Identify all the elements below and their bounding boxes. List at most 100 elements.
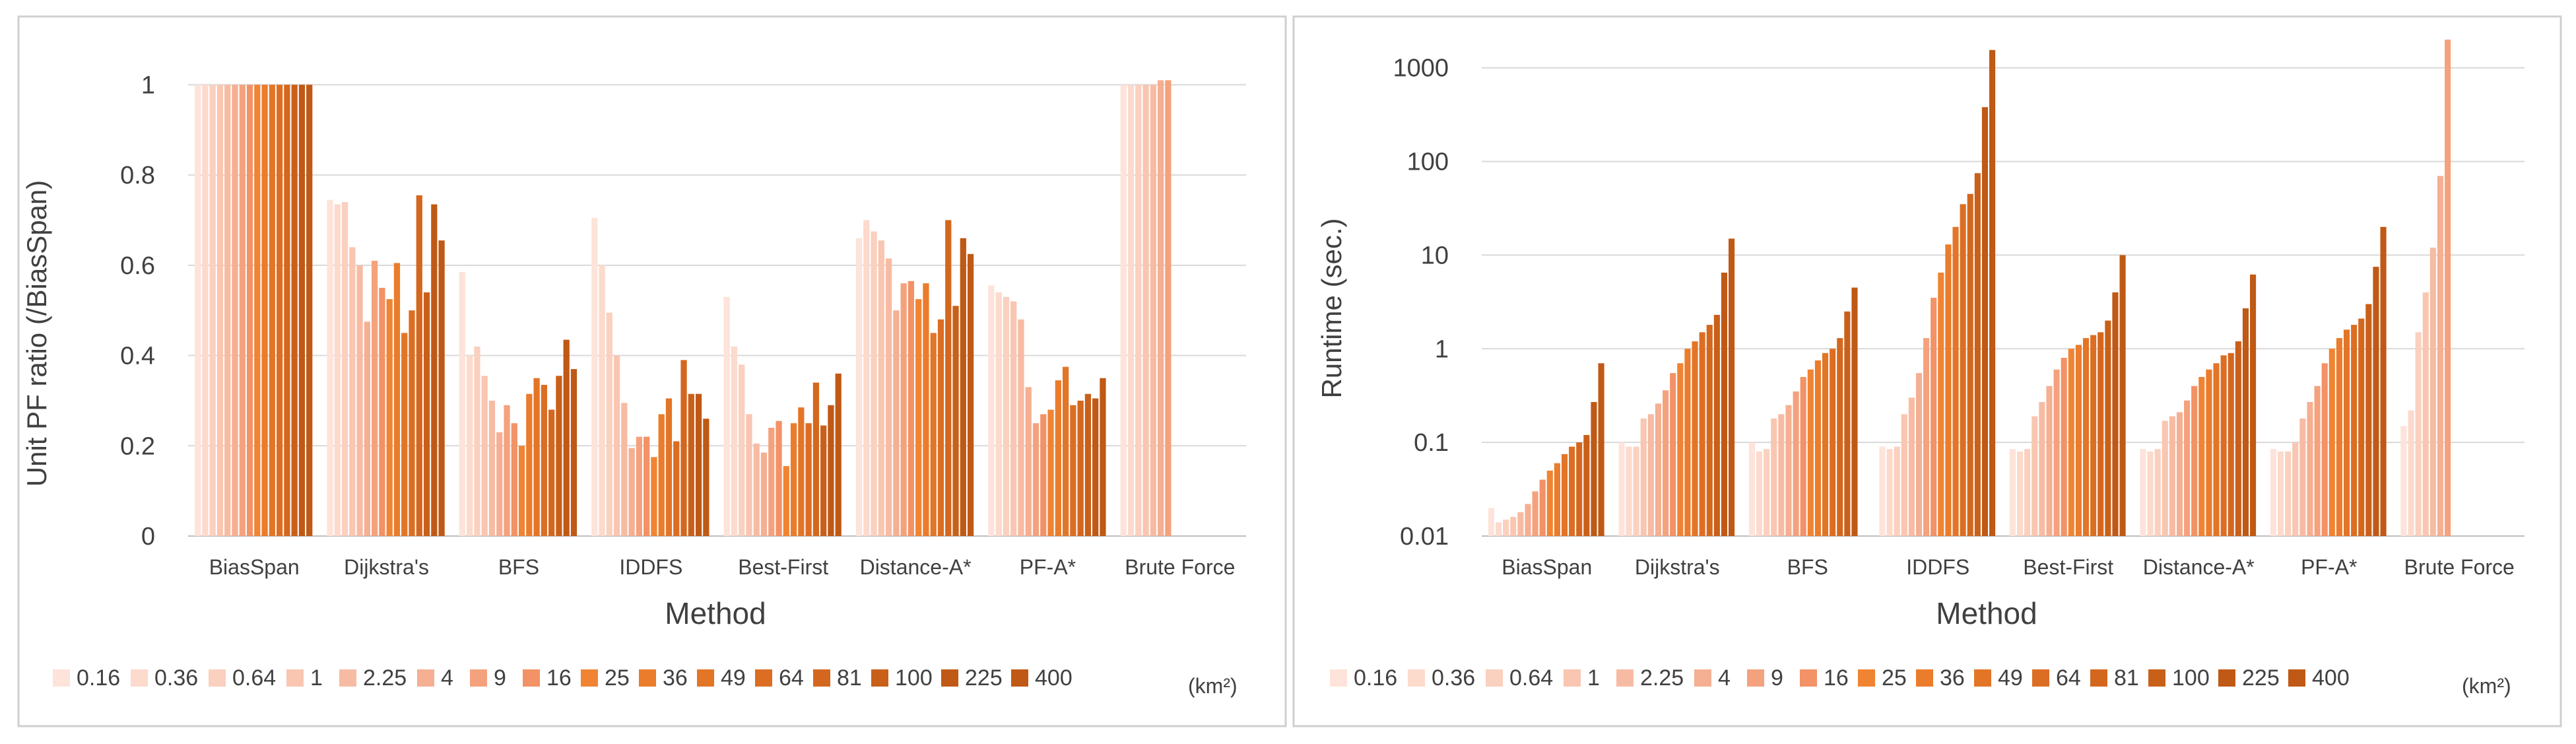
- right-bar: [1844, 311, 1851, 536]
- right-bar: [1677, 363, 1684, 536]
- left-bar: [416, 195, 422, 536]
- right-legend-label: 225: [2242, 665, 2280, 691]
- left-bar: [1062, 366, 1069, 536]
- left-bar: [812, 382, 820, 536]
- left-bar: [541, 384, 547, 536]
- left-legend-swatch: [941, 669, 958, 687]
- left-legend-label: 9: [494, 665, 506, 691]
- left-xtick-label: Brute Force: [1125, 555, 1235, 579]
- left-chart-panel: 0 0.2 0.4 0.6 0.8 1 BiasSpan Dijkstra's BFS IDDF…: [17, 15, 1287, 727]
- left-bar: [1055, 380, 1061, 536]
- right-bar: [2408, 410, 2414, 536]
- left-bar: [372, 260, 378, 536]
- right-chart-panel: 0.01 0.1 1 10 100 1000 BiasSpan Dijkstra's BFS I…: [1292, 15, 2562, 727]
- left-bar: [298, 85, 306, 536]
- left-bar: [613, 355, 620, 536]
- right-bar: [1814, 360, 1821, 536]
- left-bar: [835, 373, 842, 536]
- left-bar: [1150, 85, 1156, 536]
- right-bar: [1692, 341, 1698, 536]
- right-bar: [1488, 508, 1494, 536]
- right-bar: [2415, 332, 2422, 536]
- right-bar: [2031, 416, 2038, 536]
- left-bar: [591, 218, 598, 536]
- left-bar: [665, 398, 673, 536]
- right-bar: [1532, 491, 1538, 536]
- left-bar: [1084, 393, 1092, 536]
- left-bar: [673, 441, 680, 536]
- right-legend-label: 400: [2312, 665, 2350, 691]
- right-bar: [1764, 449, 1770, 536]
- left-legend-label: 49: [721, 665, 746, 691]
- right-legend: 0.16 0.36 0.64 1 2.25 4 9 16 25 36 49 64 81 100 225 400: [1330, 665, 2350, 691]
- right-bar: [1908, 397, 1915, 536]
- right-bar: [1510, 517, 1517, 536]
- left-legend-swatch: [523, 669, 540, 687]
- left-xtick-label: Distance-A*: [860, 555, 972, 579]
- right-bar: [2009, 449, 2016, 536]
- left-bar: [967, 254, 974, 536]
- left-bar: [688, 393, 694, 536]
- right-legend-swatch: [2218, 669, 2235, 687]
- left-bar: [930, 333, 937, 536]
- right-legend-swatch: [1800, 669, 1817, 687]
- left-bar: [488, 400, 496, 536]
- left-bar: [1092, 398, 1099, 536]
- right-bar: [1807, 369, 1814, 536]
- left-legend-swatch: [286, 669, 304, 687]
- left-bar: [723, 296, 730, 536]
- left-legend-label: 81: [837, 665, 862, 691]
- right-legend-label: 2.25: [1640, 665, 1684, 691]
- left-bar: [284, 85, 290, 536]
- left-legend-label: 0.16: [77, 665, 120, 691]
- right-bar: [2075, 345, 2082, 536]
- left-bar: [1010, 301, 1017, 536]
- left-ytick-label: 0.2: [120, 432, 155, 460]
- right-bar: [1822, 353, 1829, 536]
- right-bar: [1495, 522, 1502, 536]
- right-legend-swatch: [2148, 669, 2165, 687]
- left-bar: [783, 466, 789, 536]
- left-bar: [1018, 319, 1024, 536]
- right-bar: [1830, 349, 1836, 536]
- right-bar: [1837, 338, 1843, 536]
- right-legend-label: 49: [1998, 665, 2023, 691]
- left-bar: [1142, 85, 1149, 536]
- right-bar: [2191, 386, 2198, 536]
- left-bar: [526, 393, 533, 536]
- right-bar: [2176, 412, 2183, 536]
- left-bar: [739, 364, 745, 536]
- left-ytick-label: 1: [141, 71, 155, 99]
- right-bar: [2198, 376, 2205, 536]
- left-legend-label: 16: [546, 665, 572, 691]
- left-bar: [599, 265, 605, 536]
- right-bar: [2380, 226, 2387, 536]
- right-bar: [2154, 449, 2161, 536]
- left-bar: [232, 85, 238, 536]
- right-bar: [1626, 446, 1632, 536]
- right-bar: [2061, 358, 2067, 536]
- left-bar: [680, 360, 687, 536]
- right-xtick-label: PF-A*: [2301, 555, 2357, 579]
- right-bar: [2437, 176, 2444, 537]
- left-bar: [341, 202, 348, 536]
- right-bar: [2235, 341, 2241, 536]
- right-bar: [1748, 442, 1755, 536]
- right-legend-label: 0.16: [1354, 665, 1397, 691]
- right-bar: [2119, 255, 2126, 536]
- right-bar: [2299, 418, 2306, 536]
- right-bar: [1539, 479, 1546, 536]
- left-bar: [291, 85, 298, 536]
- right-xtick-label: Brute Force: [2404, 555, 2515, 579]
- right-bar: [1778, 414, 1785, 536]
- left-bar: [753, 443, 760, 536]
- left-bar: [995, 292, 1002, 536]
- right-bar: [2016, 451, 2024, 536]
- right-legend-swatch: [1858, 669, 1875, 687]
- left-bar: [261, 85, 268, 536]
- right-bar: [1756, 451, 1763, 536]
- right-bar: [1706, 325, 1713, 536]
- left-ytick-label: 0.4: [120, 343, 155, 370]
- right-bar: [2024, 449, 2031, 536]
- left-bar: [431, 204, 438, 536]
